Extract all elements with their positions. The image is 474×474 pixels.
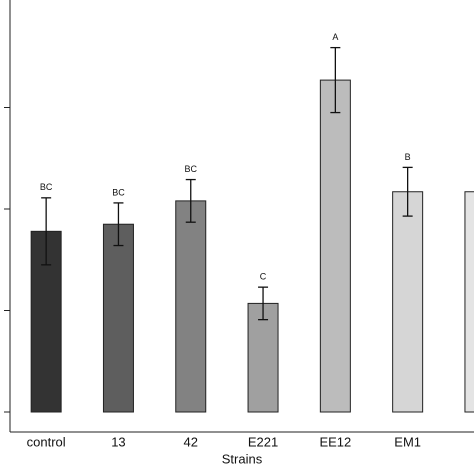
x-tick-label: 42 xyxy=(184,434,198,449)
x-tick-label: EE12 xyxy=(319,434,351,449)
significance-letter: A xyxy=(332,32,338,42)
bar xyxy=(392,191,424,413)
bar xyxy=(175,200,207,413)
significance-letter: BC xyxy=(40,182,53,192)
significance-letter: C xyxy=(260,272,267,282)
bar xyxy=(464,191,474,413)
x-tick-label: E221 xyxy=(248,434,278,449)
x-tick-label: EM1 xyxy=(394,434,421,449)
bar xyxy=(319,79,351,413)
significance-letter: BC xyxy=(184,164,197,174)
significance-letter: BC xyxy=(112,187,125,197)
x-axis-label: Strains xyxy=(222,451,263,466)
bar xyxy=(247,302,279,413)
significance-letter: B xyxy=(405,152,411,162)
bar xyxy=(102,223,134,413)
x-tick-label: control xyxy=(27,434,66,449)
x-tick-label: 13 xyxy=(111,434,125,449)
